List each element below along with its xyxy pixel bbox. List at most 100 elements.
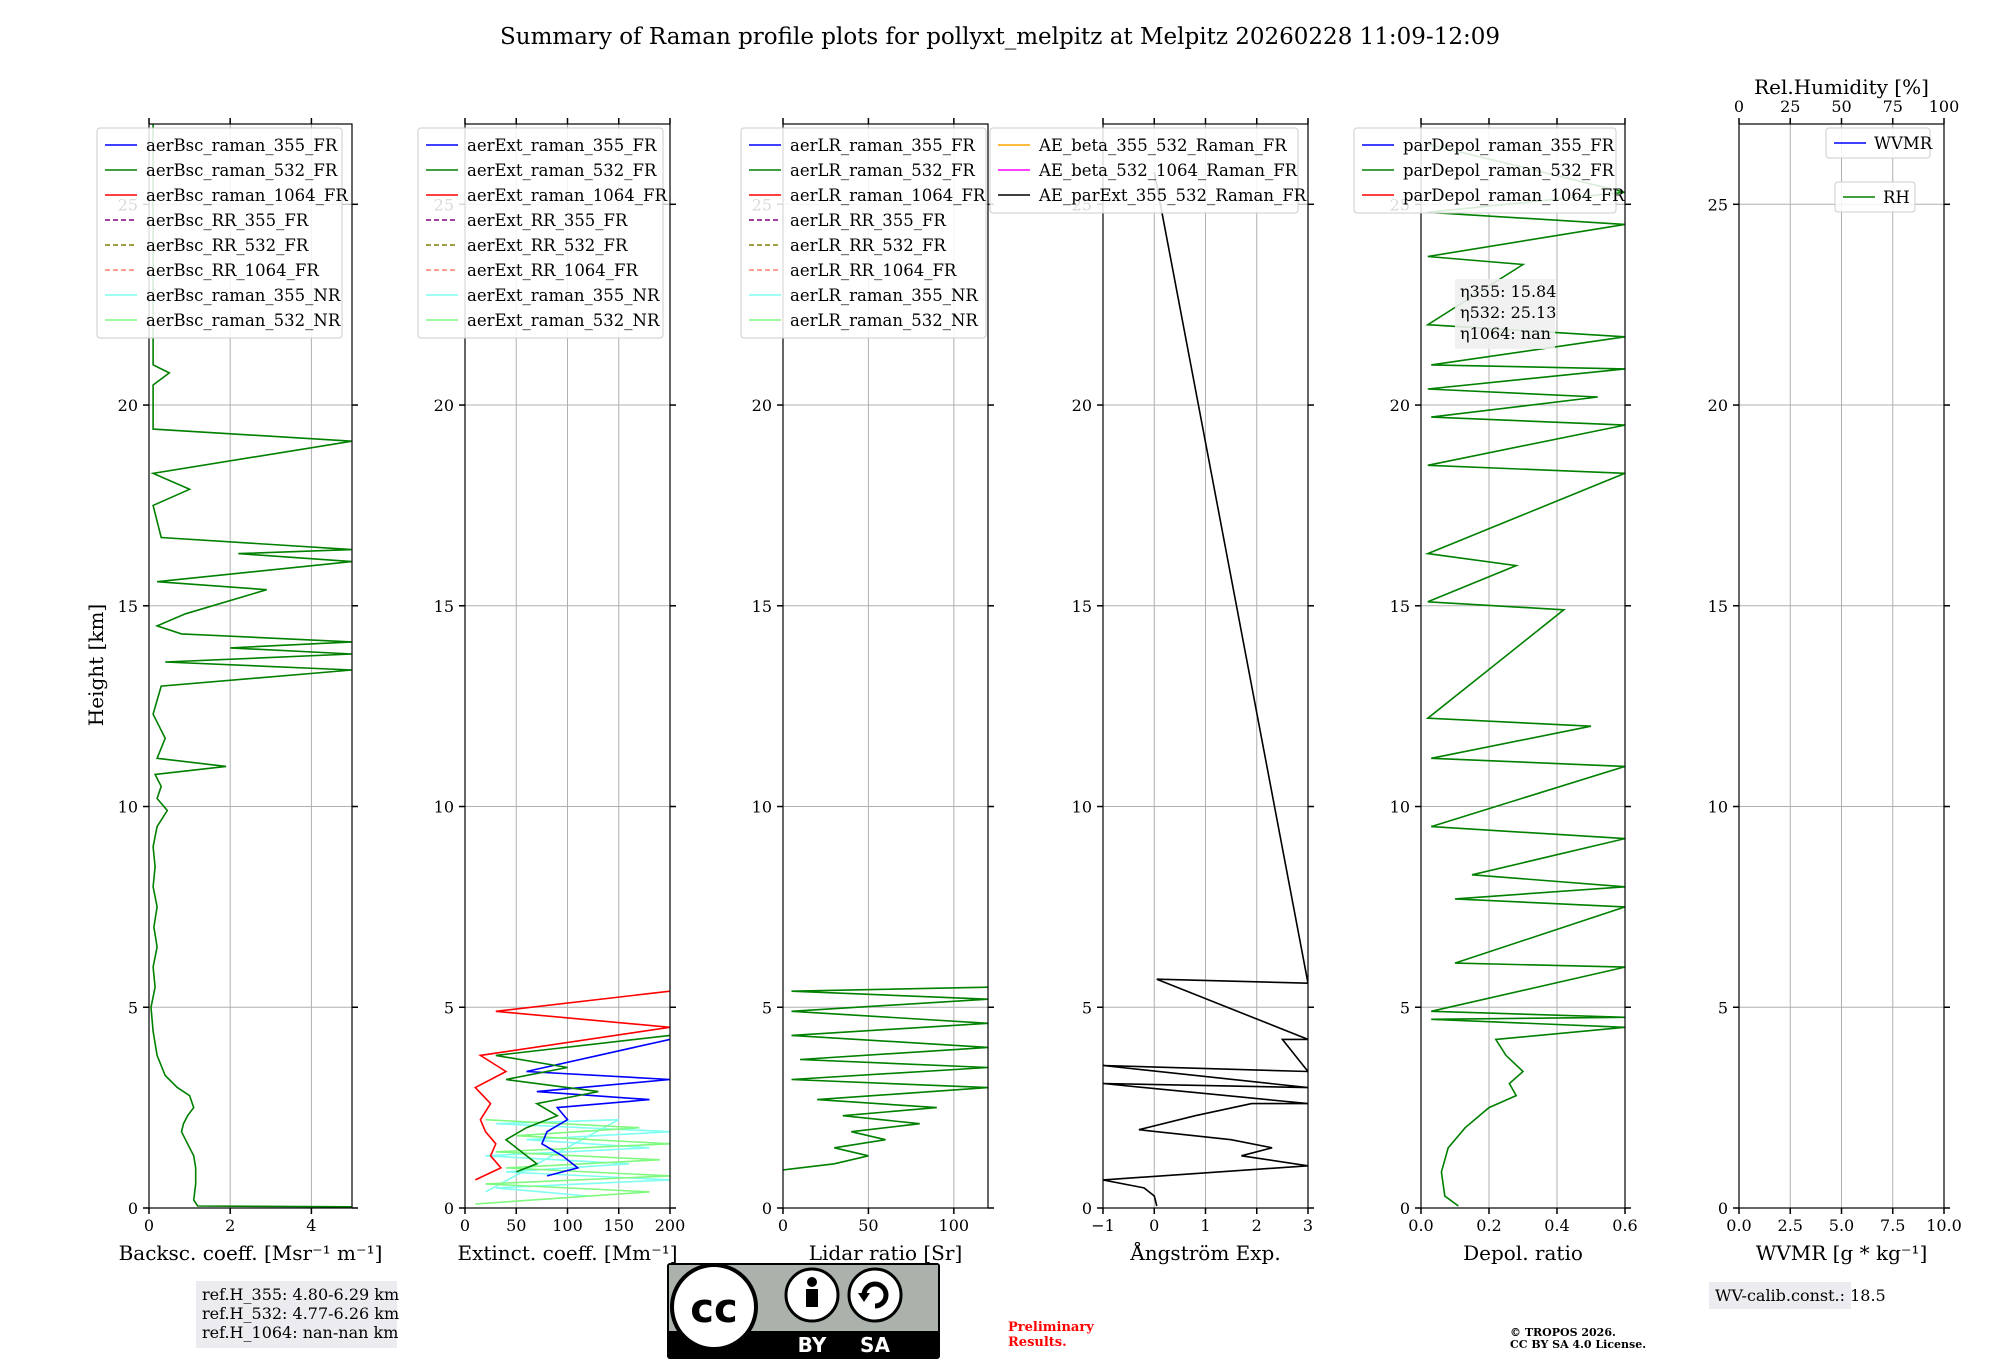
preliminary-note-line2: Results.	[1008, 1335, 1067, 1350]
y-tick-label: 0	[128, 1199, 138, 1218]
x-tick-label: −1	[1091, 1216, 1115, 1235]
series-line-aerExt_raman_532_FR	[495, 1034, 670, 1173]
panel-ae: −101230510152025Ångström Exp.AE_beta_355…	[989, 118, 1314, 1265]
legend-label: aerExt_raman_355_NR	[467, 286, 660, 305]
panel-ext: 0501001502000510152025Extinct. coeff. [M…	[417, 118, 685, 1265]
y-tick-label: 0	[762, 1199, 772, 1218]
legend-label: aerExt_RR_355_FR	[467, 211, 628, 230]
reference-height-box: ref.H_355: 4.80-6.29 km ref.H_532: 4.77-…	[196, 1281, 399, 1348]
axes-frame	[1420, 123, 1626, 1209]
x-tick-label: 2	[1252, 1216, 1262, 1235]
legend-label: AE_beta_355_532_Raman_FR	[1038, 136, 1287, 155]
legend-wv: WVMR RH	[1825, 127, 1933, 213]
legend-label: aerExt_RR_1064_FR	[467, 261, 639, 280]
y-tick-label: 20	[118, 396, 138, 415]
panel-lr: 0501000510152025Lidar ratio [Sr]aerLR_ra…	[740, 118, 994, 1265]
x-tick-label: 5.0	[1829, 1216, 1854, 1235]
depol-calib-line: η355: 15.84	[1460, 282, 1556, 301]
wv-calib-const: WV-calib.const.: 18.5	[1715, 1286, 1886, 1305]
copyright-line2: CC BY SA 4.0 License.	[1510, 1338, 1646, 1351]
axes-frame	[782, 123, 989, 1209]
panel-bsc: 0240510152025Backsc. coeff. [Msr⁻¹ m⁻¹]a…	[96, 118, 383, 1265]
x-tick-label: 3	[1303, 1216, 1313, 1235]
x-tick-label: 7.5	[1880, 1216, 1905, 1235]
legend-label: RH	[1883, 188, 1910, 207]
y-tick-label: 15	[118, 597, 138, 616]
x-tick-label: 0	[778, 1216, 788, 1235]
copyright-line1: © TROPOS 2026.	[1510, 1326, 1616, 1339]
legend-label: aerExt_raman_1064_FR	[467, 186, 667, 205]
legend-label: aerExt_RR_532_FR	[467, 236, 628, 255]
y-tick-label: 5	[762, 998, 772, 1017]
series-line-AE_parExt_355_532_Raman_FR	[1103, 172, 1308, 1207]
top-x-tick-label: 75	[1883, 97, 1903, 116]
y-tick-label: 20	[1072, 396, 1092, 415]
y-tick-label: 5	[1082, 998, 1092, 1017]
x-tick-label: 10.0	[1926, 1216, 1962, 1235]
legend-label: parDepol_raman_532_FR	[1403, 161, 1615, 180]
x-tick-label: 50	[858, 1216, 878, 1235]
cc-by-sa-badge: cc BY SA	[667, 1263, 940, 1359]
series-line-aerExt_raman_532_NR	[475, 1118, 670, 1205]
legend-label: parDepol_raman_1064_FR	[1403, 186, 1625, 205]
legend-lr: aerLR_raman_355_FR aerLR_raman_532_FR aerL…	[740, 127, 987, 339]
x-axis-label-bsc: Backsc. coeff. [Msr⁻¹ m⁻¹]	[119, 1241, 383, 1265]
legend-label: aerLR_raman_532_NR	[790, 311, 978, 330]
panel-depol: 0.00.20.40.60510152025Depol. ratioparDep…	[1353, 118, 1638, 1265]
legend-label: aerBsc_raman_355_FR	[146, 136, 338, 155]
y-tick-label: 10	[434, 798, 454, 817]
legend-label: aerLR_RR_1064_FR	[790, 261, 957, 280]
x-tick-label: 2	[225, 1216, 235, 1235]
y-tick-label: 15	[1072, 597, 1092, 616]
legend-ae: AE_beta_355_532_Raman_FR AE_beta_532_1064…	[989, 127, 1307, 214]
x-tick-label: 0.2	[1476, 1216, 1501, 1235]
legend-bsc: aerBsc_raman_355_FR aerBsc_raman_532_FRae…	[96, 127, 348, 339]
x-tick-label: 0.0	[1408, 1216, 1433, 1235]
y-tick-label: 15	[1708, 597, 1728, 616]
top-x-tick-label: 100	[1929, 97, 1960, 116]
legend-label: aerBsc_RR_1064_FR	[146, 261, 319, 280]
y-tick-label: 5	[444, 998, 454, 1017]
height-axis-label: Height [km]	[84, 604, 108, 726]
legend-label: aerExt_raman_532_FR	[467, 161, 657, 180]
x-tick-label: 2.5	[1778, 1216, 1803, 1235]
x-axis-label-lr: Lidar ratio [Sr]	[809, 1241, 963, 1265]
y-tick-label: 25	[1708, 195, 1728, 214]
x-tick-label: 1	[1200, 1216, 1210, 1235]
x-tick-label: 4	[306, 1216, 316, 1235]
legend-label: aerBsc_raman_532_NR	[146, 311, 341, 330]
y-tick-label: 10	[1072, 798, 1092, 817]
share-alike-icon	[847, 1267, 903, 1323]
legend-label: aerLR_RR_355_FR	[790, 211, 946, 230]
legend-label: aerLR_raman_355_NR	[790, 286, 978, 305]
y-tick-label: 10	[752, 798, 772, 817]
series-line-aerBsc_raman_532_FR	[150, 124, 352, 1208]
series-line-parDepol_raman_532_FR	[1424, 143, 1625, 1207]
legend-label: WVMR	[1874, 134, 1933, 153]
cc-by-label: BY	[798, 1333, 827, 1357]
series-line-aerExt_raman_355_NR	[485, 1118, 670, 1197]
series-line-aerExt_raman_355_FR	[526, 1038, 670, 1177]
top-x-tick-label: 0	[1734, 97, 1744, 116]
y-tick-label: 5	[1400, 998, 1410, 1017]
x-tick-label: 0	[144, 1216, 154, 1235]
legend-label: aerBsc_RR_532_FR	[146, 236, 309, 255]
y-tick-label: 0	[1718, 1199, 1728, 1218]
cc-logo-mark: cc	[690, 1286, 737, 1332]
legend-label: aerExt_raman_355_FR	[467, 136, 657, 155]
legend-label: aerBsc_raman_1064_FR	[146, 186, 348, 205]
preliminary-note-line1: Preliminary	[1008, 1320, 1094, 1335]
x-tick-label: 0.0	[1726, 1216, 1751, 1235]
top-x-tick-label: 50	[1831, 97, 1851, 116]
legend-label: aerLR_raman_532_FR	[790, 161, 975, 180]
series-line-aerLR_raman_532_FR	[783, 986, 988, 1171]
y-tick-label: 10	[1390, 798, 1410, 817]
top-axis-label: Rel.Humidity [%]	[1754, 75, 1929, 99]
legend-label: aerLR_raman_1064_FR	[790, 186, 986, 205]
x-axis-label-ae: Ångström Exp.	[1129, 1240, 1280, 1265]
y-tick-label: 10	[118, 798, 138, 817]
x-axis-label-ext: Extinct. coeff. [Mm⁻¹]	[457, 1241, 677, 1265]
panel-wv: 0.0 2.5 5.0 7.5 10.0 0 5 10 15 20 25 WVMR [g * kg⁻¹…	[1708, 75, 1962, 1309]
y-tick-label: 20	[752, 396, 772, 415]
